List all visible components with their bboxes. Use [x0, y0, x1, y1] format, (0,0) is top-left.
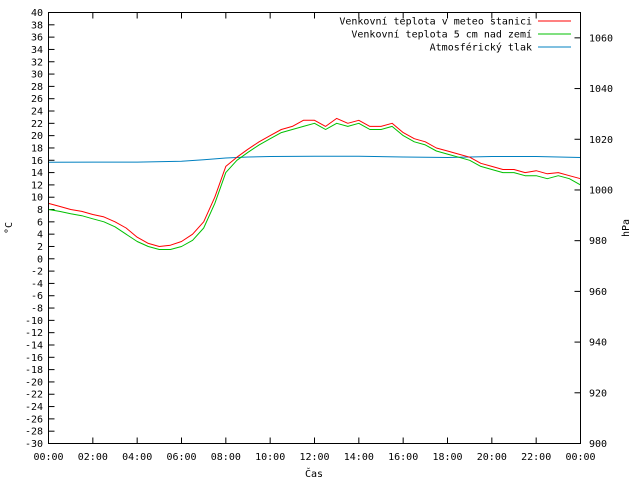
y-tick-label: -28	[25, 427, 43, 438]
y-tick-label: 32	[31, 57, 43, 68]
y-tick-label: -6	[31, 291, 43, 302]
y-tick-label: -16	[25, 353, 43, 364]
y-tick-label: 14	[31, 168, 43, 179]
y-tick-label: 20	[31, 131, 43, 142]
tick-labels: 4038363432302826242220181614121086420-2-…	[25, 8, 613, 463]
y-tick-label: -26	[25, 414, 43, 425]
plot-frame	[48, 12, 581, 444]
x-axis-label: Čas	[305, 467, 323, 480]
y2-tick-label: 1040	[589, 84, 613, 95]
legend-label-1: Venkovní teplota v meteo stanici	[339, 16, 532, 28]
x-tick-label: 00:00	[33, 452, 63, 463]
y-tick-label: -4	[31, 279, 43, 290]
y-tick-label: -22	[25, 390, 43, 401]
y2-tick-label: 1060	[589, 33, 613, 44]
x-tick-label: 08:00	[211, 452, 241, 463]
x-tick-label: 00:00	[565, 452, 595, 463]
y-tick-label: -24	[25, 402, 43, 413]
y2-tick-label: 920	[589, 388, 607, 399]
y-tick-label: -2	[31, 267, 43, 278]
x-tick-label: 18:00	[432, 452, 462, 463]
x-tick-label: 20:00	[477, 452, 507, 463]
y-tick-label: -14	[25, 340, 43, 351]
x-tick-label: 10:00	[255, 452, 285, 463]
y-tick-label: 30	[31, 70, 43, 81]
x-tick-label: 02:00	[78, 452, 108, 463]
y-tick-label: 12	[31, 180, 43, 191]
y2-tick-label: 900	[589, 439, 607, 450]
y-tick-label: 28	[31, 82, 43, 93]
series-line-3	[48, 155, 581, 163]
y-tick-label: 8	[37, 205, 43, 216]
y-tick-label: 38	[31, 20, 43, 31]
y-tick-label: -18	[25, 365, 43, 376]
y-tick-label: 36	[31, 33, 43, 44]
y-tick-label: 24	[31, 107, 43, 118]
x-tick-label: 04:00	[122, 452, 152, 463]
series-line-1	[48, 117, 581, 247]
legend: Venkovní teplota v meteo staniciVenkovní…	[339, 16, 571, 54]
x-tick-label: 14:00	[344, 452, 374, 463]
y2-tick-label: 1020	[589, 135, 613, 146]
y2-tick-label: 960	[589, 287, 607, 298]
series-line-2	[48, 122, 581, 250]
axis-ticks	[48, 12, 581, 444]
y-tick-label: -12	[25, 328, 43, 339]
y-tick-label: 0	[37, 254, 43, 265]
x-tick-label: 16:00	[388, 452, 418, 463]
y-tick-label: 16	[31, 156, 43, 167]
y-tick-label: 4	[37, 230, 43, 241]
y-tick-label: 6	[37, 217, 43, 228]
y-tick-label: 18	[31, 143, 43, 154]
y-tick-label: 22	[31, 119, 43, 130]
y-tick-label: 40	[31, 8, 43, 19]
legend-label-3: Atmosférický tlak	[430, 42, 532, 54]
x-tick-label: 06:00	[166, 452, 196, 463]
y-axis-label: °C	[4, 222, 15, 234]
series-lines	[48, 117, 581, 250]
y-tick-label: 10	[31, 193, 43, 204]
y-tick-label: -10	[25, 316, 43, 327]
y-tick-label: 2	[37, 242, 43, 253]
y2-tick-label: 1000	[589, 185, 613, 196]
y-tick-label: 26	[31, 94, 43, 105]
y2-axis-label: hPa	[621, 219, 632, 237]
y-tick-label: -30	[25, 439, 43, 450]
y2-tick-label: 980	[589, 236, 607, 247]
x-tick-label: 12:00	[299, 452, 329, 463]
y2-tick-label: 940	[589, 338, 607, 349]
y-tick-label: -20	[25, 377, 43, 388]
legend-label-2: Venkovní teplota 5 cm nad zemí	[351, 29, 532, 41]
x-tick-label: 22:00	[521, 452, 551, 463]
y-tick-label: 34	[31, 45, 43, 56]
y-tick-label: -8	[31, 304, 43, 315]
